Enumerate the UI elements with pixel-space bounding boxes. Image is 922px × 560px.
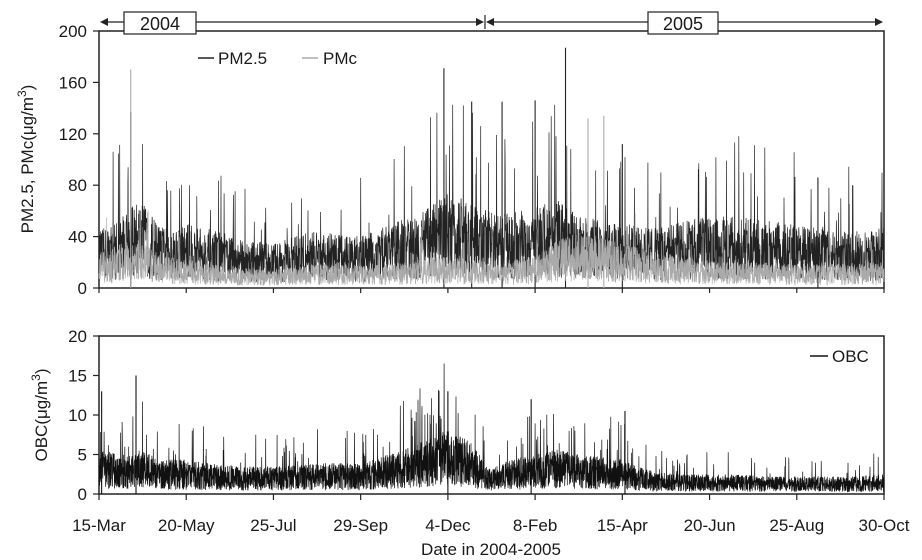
bottom-y-axis-title: OBC(μg/m3) <box>29 369 51 462</box>
x-axis-title: Date in 2004-2005 <box>421 540 561 559</box>
top-y-tick-label-3: 120 <box>59 125 87 144</box>
pmc-series-line <box>98 210 885 287</box>
bottom-panel: 0 5 10 15 20 15-Mar 20-May 25-Jul 29-Sep 4-Dec 8-… <box>29 327 910 559</box>
bottom-y-tick-label-2: 10 <box>68 406 87 425</box>
x-tick-label-0: 15-Mar <box>72 516 126 535</box>
top-y-axis: 0 40 80 120 160 200 <box>59 22 885 298</box>
x-tick-label-3: 29-Sep <box>333 516 388 535</box>
bottom-y-tick-label-4: 20 <box>68 327 87 346</box>
year-arrow-left <box>100 18 108 26</box>
bottom-x-axis: 15-Mar 20-May 25-Jul 29-Sep 4-Dec 8-Feb 15-Apr… <box>72 494 910 535</box>
bottom-legend: OBC <box>810 347 869 366</box>
x-tick-label-8: 25-Aug <box>769 516 824 535</box>
bottom-y-tick-label-3: 15 <box>68 367 87 386</box>
bottom-y-tick-label-0: 0 <box>78 485 87 504</box>
x-tick-label-7: 20-Jun <box>684 516 736 535</box>
year-2005-label: 2005 <box>663 14 703 34</box>
legend-obc-label: OBC <box>832 347 869 366</box>
year-arrow-mid-left <box>476 18 484 26</box>
bottom-y-axis: 0 5 10 15 20 <box>68 327 99 504</box>
x-tick-label-4: 4-Dec <box>425 516 471 535</box>
legend-pmc-label: PMc <box>323 49 358 68</box>
obc-series-line <box>98 363 885 493</box>
year-banner: 2004 2005 <box>100 11 883 35</box>
x-tick-label-1: 20-May <box>158 516 215 535</box>
top-y-tick-label-2: 80 <box>68 176 87 195</box>
bottom-series-group <box>98 363 885 494</box>
legend-pm25-label: PM2.5 <box>218 49 267 68</box>
pm25-series-line <box>98 104 885 283</box>
year-arrow-mid-right <box>486 18 494 26</box>
year-2004-box <box>123 11 197 35</box>
top-y-tick-label-5: 200 <box>59 22 87 41</box>
year-2005-box <box>647 11 719 35</box>
top-y-axis-title: PM2.5, PMc(μg/m3) <box>15 85 37 234</box>
top-y-tick-label-1: 40 <box>68 228 87 247</box>
top-series-group <box>98 47 885 288</box>
year-2004-label: 2004 <box>140 14 180 34</box>
x-tick-label-6: 15-Apr <box>597 516 648 535</box>
x-tick-label-9: 30-Oct <box>858 516 909 535</box>
top-y-tick-label-4: 160 <box>59 73 87 92</box>
year-arrow-right <box>875 18 883 26</box>
x-tick-label-5: 8-Feb <box>513 516 557 535</box>
x-tick-label-2: 25-Jul <box>250 516 296 535</box>
bottom-y-tick-label-1: 5 <box>78 446 87 465</box>
top-y-tick-label-0: 0 <box>78 279 87 298</box>
top-legend: PM2.5 PMc <box>198 49 358 68</box>
top-plot-frame <box>98 30 885 289</box>
